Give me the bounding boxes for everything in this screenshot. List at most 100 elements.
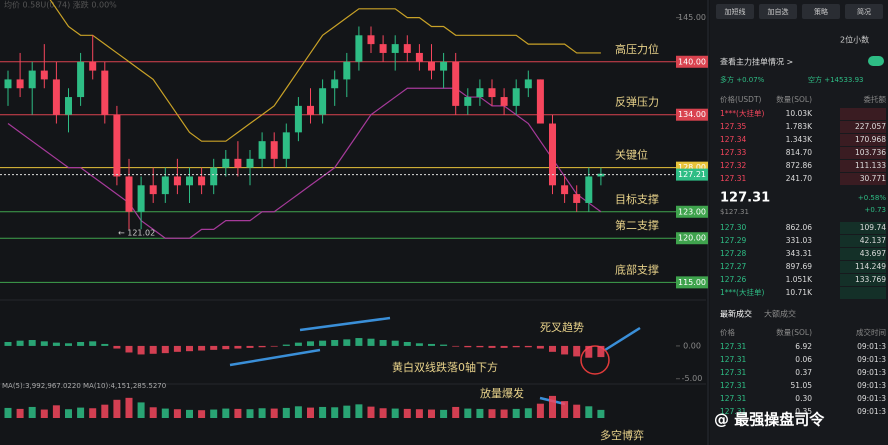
macd-bar [464, 345, 472, 348]
volume-bar [52, 405, 60, 418]
candle-body [28, 70, 36, 89]
macd-bar [89, 341, 97, 346]
level-label: 140.00 [678, 57, 706, 66]
volume-bar [391, 408, 399, 418]
candle-body [464, 97, 472, 106]
macd-bar [355, 338, 363, 346]
annotation: 多空博弈 [600, 428, 644, 442]
bid-cell: 331.03 [786, 236, 812, 245]
volume-bar [500, 409, 508, 418]
candle-body [512, 88, 520, 106]
trade-cell: 0.37 [795, 368, 812, 377]
depth-bar [840, 121, 886, 133]
column-header: 委托额 [864, 94, 887, 104]
bid-cell: 862.06 [786, 223, 812, 232]
candle-body [270, 141, 278, 159]
volume-bar [597, 409, 605, 418]
mid-sub: $127.31 [720, 208, 749, 216]
toggle [868, 56, 884, 66]
candle-body [440, 61, 448, 71]
trade-cell: 09:01:3 [857, 355, 886, 364]
macd-bar [319, 340, 327, 346]
button[interactable] [716, 4, 754, 19]
volume-bar [331, 407, 339, 418]
volume-bar [161, 408, 169, 418]
volume-bar [452, 406, 460, 418]
ratio-right: 空方 +14533.93 [808, 75, 864, 84]
candle-body [186, 176, 193, 186]
volume-bar [319, 406, 327, 418]
level-label: 128.00 [678, 163, 706, 172]
candle-body [355, 35, 363, 62]
macd-bar [331, 340, 339, 346]
ask-cell: 1.343K [786, 135, 813, 144]
candle-body [137, 185, 145, 212]
ask-cell: 127.34 [720, 135, 746, 144]
button[interactable] [759, 4, 797, 19]
chart-bg [0, 0, 706, 445]
bid-cell: 133.769 [855, 275, 886, 284]
level-tag [676, 232, 708, 245]
volume-bar [549, 395, 556, 418]
annotation: 放量爆发 [480, 386, 524, 400]
bid-cell: 127.30 [720, 223, 746, 232]
candle-body [89, 61, 97, 71]
volume-bar [367, 406, 375, 418]
ask-cell: 127.32 [720, 161, 746, 170]
macd-bar [210, 345, 218, 350]
y-tick-label: 145.00 [678, 13, 706, 22]
volume-bar [149, 407, 157, 418]
volume-bar [379, 408, 387, 418]
macd-bar [561, 345, 569, 355]
top-info: 均价 0.58U(0.74) 涨跌 0.00% [4, 0, 117, 10]
button[interactable] [845, 4, 883, 19]
ask-cell: 814.70 [786, 148, 812, 157]
level-label: 115.00 [678, 278, 706, 287]
level-note: 关键位 [615, 148, 648, 162]
trade-cell: 127.31 [720, 342, 746, 351]
candle-body [294, 105, 302, 133]
volume-bar [307, 407, 314, 418]
volume-bar [101, 404, 109, 418]
candle-body [222, 158, 230, 168]
button[interactable] [802, 4, 840, 19]
macd-bar [270, 345, 278, 347]
ask-cell: 10.03K [786, 109, 813, 118]
candle-body [113, 114, 121, 177]
highlight-circle [580, 345, 610, 375]
macd-bar [4, 341, 12, 346]
upper-band [49, 0, 601, 142]
ask-cell: 127.31 [720, 174, 746, 183]
level-note: 高压力位 [615, 42, 659, 56]
volume-bar [294, 406, 302, 418]
volume-bar [28, 406, 36, 418]
candle-body [282, 132, 290, 159]
trade-cell: 127.31 [720, 381, 746, 390]
volume-bar [464, 408, 472, 418]
candle-body [149, 185, 157, 195]
volume-bar [270, 408, 278, 418]
macd-bar [403, 341, 411, 346]
macd-bar [246, 345, 254, 348]
button-label: 加短线 [725, 7, 746, 16]
volume-bar [234, 408, 242, 418]
candle-body [40, 70, 48, 80]
column-header: 数量(SOL) [776, 94, 812, 104]
candle-body [198, 176, 206, 186]
bid-cell: 127.29 [720, 236, 746, 245]
y-tick-label: 0.00 [683, 341, 701, 350]
ask-cell: 170.968 [855, 135, 886, 144]
candle-body [307, 105, 314, 115]
candle-body [476, 88, 484, 98]
level-note: 目标支撑 [615, 192, 659, 206]
mid-change: +0.58% [858, 194, 886, 202]
trade-cell: 09:01:3 [857, 394, 886, 403]
annotation: 黄白双线跌落0轴下方 [392, 360, 498, 374]
macd-bar [512, 345, 520, 348]
bid-cell: 109.74 [860, 223, 886, 232]
summary: 查看主力挂单情况 > [720, 57, 793, 67]
candle-body [561, 185, 569, 195]
tab: 最新成交 [720, 309, 752, 319]
macd-bar [597, 345, 605, 358]
trade-cell: 0.06 [795, 355, 812, 364]
